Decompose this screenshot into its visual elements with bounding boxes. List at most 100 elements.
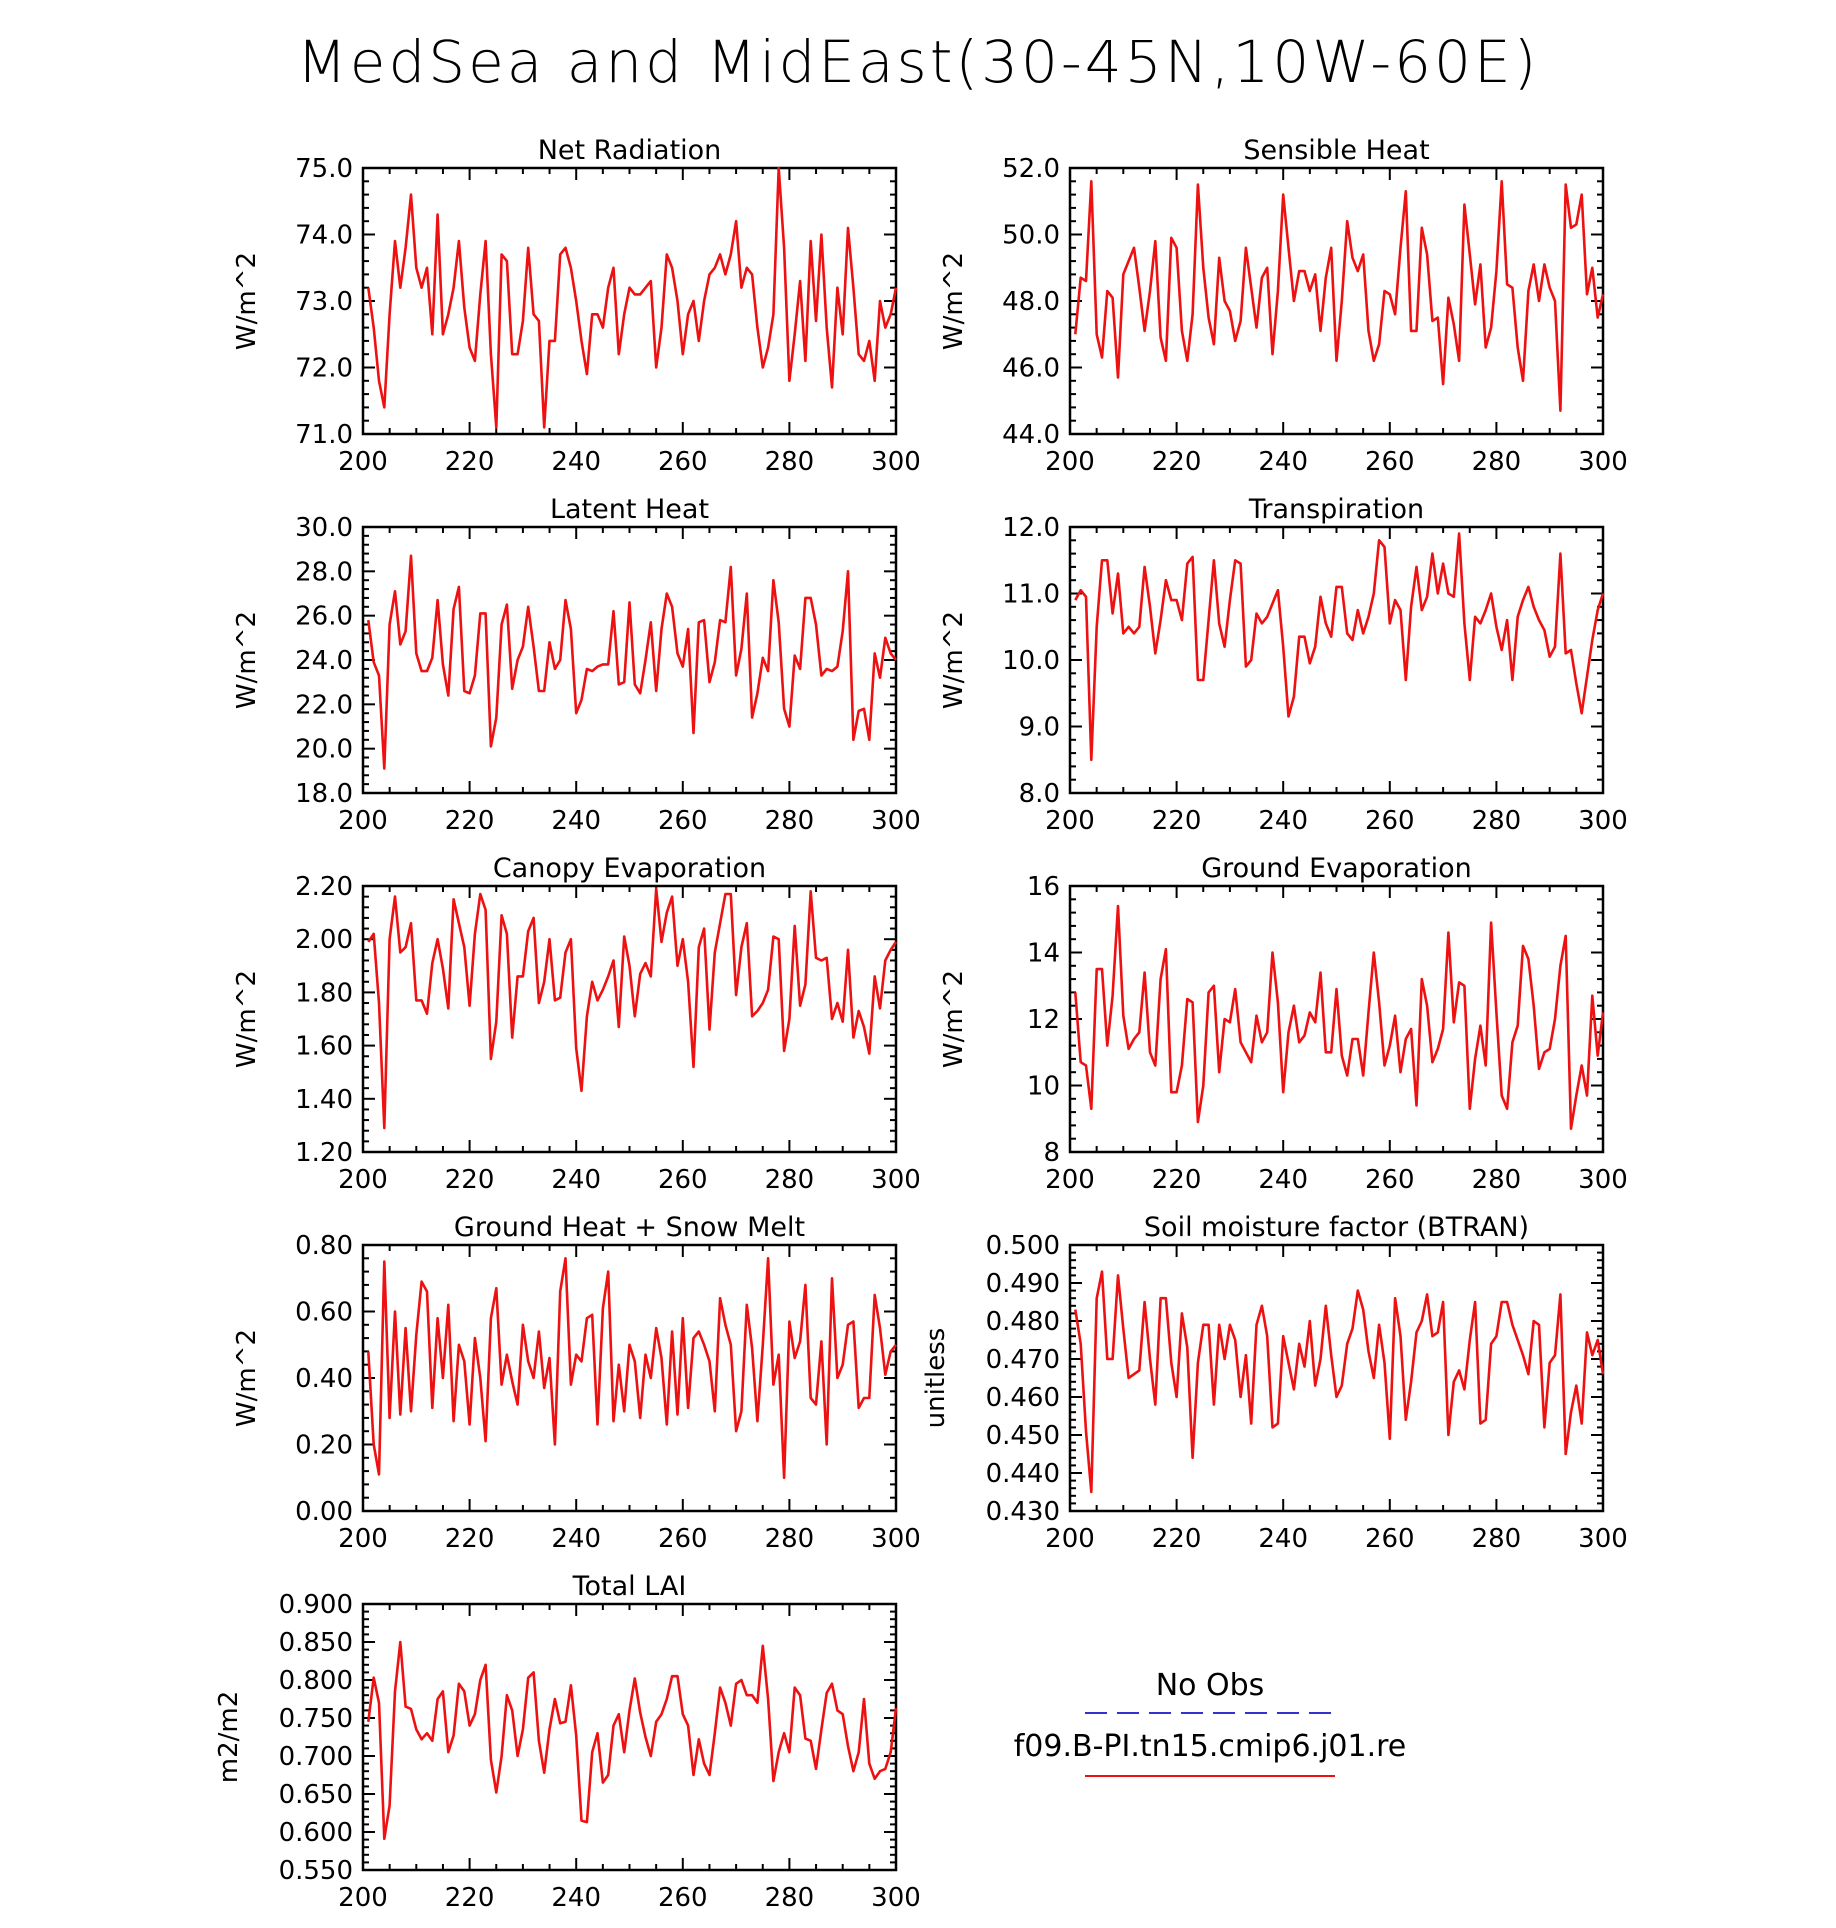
y-tick-label: 0.470 [986, 1345, 1060, 1375]
x-tick-label: 220 [1152, 1524, 1202, 1554]
x-tick-label: 220 [445, 806, 495, 836]
y-tick-label: 0.40 [295, 1364, 353, 1394]
panel-9: 200 220 240 260 280 300 0.550 0.600 0.650 0.700 0.… [214, 1571, 921, 1913]
x-tick-label: 240 [551, 1524, 601, 1554]
x-tick-label: 200 [338, 806, 388, 836]
y-tick-label: 0.500 [986, 1231, 1060, 1261]
figure-title: MedSea and MidEast(30-45N,10W-60E) [296, 28, 1540, 96]
x-tick-label: 260 [658, 447, 708, 477]
y-tick-label: 73.0 [295, 287, 353, 317]
y-tick-label: 71.0 [295, 420, 353, 450]
x-tick-label: 240 [1258, 1165, 1308, 1195]
y-tick-label: 22.0 [295, 690, 353, 720]
x-tick-label: 260 [1365, 1165, 1415, 1195]
y-tick-label: 0.450 [986, 1421, 1060, 1451]
x-tick-label: 300 [1578, 447, 1628, 477]
x-tick-label: 300 [871, 447, 921, 477]
x-tick-label: 300 [1578, 1524, 1628, 1554]
plot-frame [1068, 525, 1605, 795]
x-tick-label: 240 [551, 806, 601, 836]
y-tick-label: 0.600 [279, 1818, 353, 1848]
y-tick-label: 44.0 [1002, 420, 1060, 450]
y-tick-label: 1.40 [295, 1085, 353, 1115]
y-tick-label: 1.80 [295, 978, 353, 1008]
panel-title: Sensible Heat [1243, 135, 1429, 166]
y-axis-label: W/m^2 [232, 1329, 262, 1427]
y-tick-label: 0.80 [295, 1231, 353, 1261]
x-tick-label: 220 [1152, 1165, 1202, 1195]
panel-8: 200 220 240 260 280 300 0.430 0.440 0.450 0.460 0.… [921, 1212, 1628, 1554]
x-tick-label: 200 [1045, 1524, 1095, 1554]
panel-5: 200 220 240 260 280 300 1.20 1.40 1.60 1.80 2.00 2.… [232, 853, 921, 1195]
y-tick-label: 0.480 [986, 1307, 1060, 1337]
x-tick-label: 220 [445, 1883, 495, 1913]
x-tick-label: 200 [338, 447, 388, 477]
y-tick-label: 0.550 [279, 1856, 353, 1886]
y-tick-label: 11.0 [1002, 580, 1060, 610]
y-tick-label: 0.850 [279, 1628, 353, 1658]
panel-title: Soil moisture factor (BTRAN) [1144, 1212, 1529, 1243]
x-tick-label: 280 [765, 1165, 815, 1195]
x-tick-label: 280 [1472, 1524, 1522, 1554]
panel-title: Latent Heat [550, 494, 709, 525]
x-tick-label: 220 [1152, 447, 1202, 477]
x-tick-label: 280 [1472, 447, 1522, 477]
y-tick-label: 9.0 [1019, 713, 1060, 743]
plot-frame [1068, 884, 1605, 1154]
x-tick-label: 280 [1472, 1165, 1522, 1195]
panel-7: 200 220 240 260 280 300 0.00 0.20 0.40 0.60 0.80 Gr… [232, 1212, 921, 1554]
y-tick-label: 12 [1027, 1005, 1060, 1035]
x-tick-label: 300 [871, 806, 921, 836]
series-line [367, 887, 898, 1130]
series-line [1074, 180, 1605, 413]
y-tick-label: 0.490 [986, 1269, 1060, 1299]
y-tick-label: 16 [1027, 872, 1060, 902]
y-axis-label: m2/m2 [214, 1691, 244, 1784]
x-tick-label: 300 [871, 1524, 921, 1554]
y-axis-label: W/m^2 [232, 252, 262, 350]
x-tick-label: 280 [765, 447, 815, 477]
x-tick-label: 280 [765, 806, 815, 836]
x-tick-label: 240 [551, 1165, 601, 1195]
y-tick-label: 14 [1027, 939, 1060, 969]
series-line [1074, 1270, 1605, 1494]
plot-frame [1068, 1243, 1605, 1513]
y-tick-label: 8 [1043, 1138, 1060, 1168]
y-tick-label: 0.00 [295, 1497, 353, 1527]
y-tick-label: 2.20 [295, 872, 353, 902]
y-axis-label: unitless [921, 1328, 951, 1429]
y-tick-label: 74.0 [295, 221, 353, 251]
y-tick-label: 26.0 [295, 602, 353, 632]
panel-title: Net Radiation [538, 135, 722, 166]
series-line [367, 554, 898, 770]
x-tick-label: 200 [1045, 1165, 1095, 1195]
y-tick-label: 46.0 [1002, 354, 1060, 384]
y-axis-label: W/m^2 [232, 970, 262, 1068]
panel-title: Canopy Evaporation [493, 853, 766, 884]
x-tick-label: 220 [445, 1524, 495, 1554]
panel-6: 200 220 240 260 280 300 8 10 12 14 16 Ground Evapor… [939, 853, 1628, 1195]
y-tick-label: 1.60 [295, 1032, 353, 1062]
y-tick-label: 48.0 [1002, 287, 1060, 317]
x-tick-label: 280 [1472, 806, 1522, 836]
x-tick-label: 300 [871, 1883, 921, 1913]
panel-3: 200 220 240 260 280 300 18.0 20.0 22.0 24.0 26.0 28… [232, 494, 921, 836]
y-tick-label: 8.0 [1019, 779, 1060, 809]
x-tick-label: 260 [1365, 1524, 1415, 1554]
x-tick-label: 260 [658, 1524, 708, 1554]
y-tick-label: 0.650 [279, 1780, 353, 1810]
y-tick-label: 72.0 [295, 354, 353, 384]
y-tick-label: 75.0 [295, 154, 353, 184]
x-tick-label: 260 [1365, 447, 1415, 477]
x-tick-label: 300 [1578, 1165, 1628, 1195]
panel-2: 200 220 240 260 280 300 44.0 46.0 48.0 50.0 52.0 Se… [939, 135, 1628, 477]
x-tick-label: 220 [445, 447, 495, 477]
panel-title: Total LAI [572, 1571, 687, 1602]
series-line [367, 166, 898, 429]
x-tick-label: 220 [445, 1165, 495, 1195]
x-tick-label: 240 [1258, 806, 1308, 836]
y-tick-label: 0.20 [295, 1431, 353, 1461]
y-tick-label: 0.900 [279, 1590, 353, 1620]
